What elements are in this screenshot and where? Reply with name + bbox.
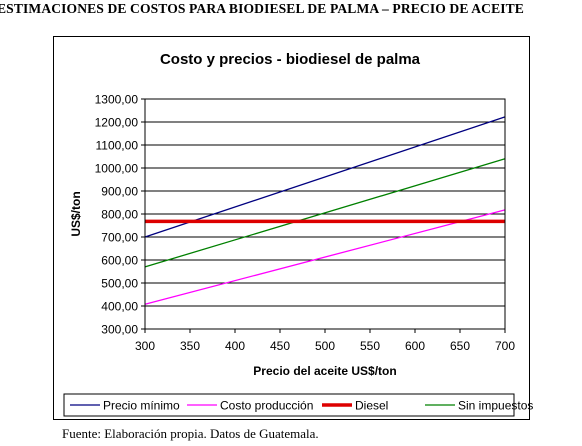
x-tick-label: 300: [135, 339, 155, 353]
y-tick-label: 1000,00: [95, 162, 139, 176]
x-axis-label: Precio del aceite US$/ton: [253, 364, 396, 378]
legend-label: Precio mínimo: [103, 399, 180, 413]
x-tick-label: 450: [270, 339, 290, 353]
y-tick-label: 1200,00: [95, 116, 139, 130]
y-tick-label: 500,00: [101, 277, 138, 291]
chart-title: Costo y precios - biodiesel de palma: [160, 51, 421, 68]
y-tick-label: 800,00: [101, 208, 138, 222]
x-tick-labels: 300 350 400 450 500 550 600 650 700: [135, 329, 515, 353]
y-axis-label: US$/ton: [69, 191, 83, 236]
legend-label: Sin impuestos: [458, 399, 533, 413]
x-tick-label: 500: [315, 339, 335, 353]
y-tick-label: 1300,00: [95, 93, 139, 107]
y-tick-label: 400,00: [101, 300, 138, 314]
x-tick-label: 600: [405, 339, 425, 353]
y-tick-labels: 300,00 400,00 500,00 600,00 700,00 800,00 900,…: [95, 93, 145, 337]
y-tick-label: 1100,00: [96, 139, 139, 153]
gridlines: [145, 121, 505, 307]
legend: Precio mínimo Costo producción Diesel Sin i…: [70, 399, 533, 413]
series-line-1: [144, 209, 506, 305]
y-tick-label: 600,00: [101, 254, 138, 268]
document-heading: ESTIMACIONES DE COSTOS PARA BIODIESEL DE…: [0, 1, 524, 16]
legend-label: Diesel: [355, 399, 388, 413]
series-lines: [144, 116, 506, 305]
legend-box: [63, 393, 515, 417]
series-line-0: [144, 116, 506, 238]
y-tick-label: 900,00: [101, 185, 138, 199]
x-tick-label: 550: [360, 339, 380, 353]
x-tick-label: 650: [450, 339, 470, 353]
y-tick-label: 300,00: [101, 323, 138, 337]
source-note: Fuente: Elaboración propia. Datos de Gua…: [62, 426, 319, 441]
legend-label: Costo producción: [220, 399, 313, 413]
x-tick-label: 400: [225, 339, 245, 353]
x-tick-label: 350: [180, 339, 200, 353]
chart-frame: [53, 36, 530, 420]
series-line-3: [144, 158, 506, 268]
y-tick-label: 700,00: [101, 231, 138, 245]
x-tick-label: 700: [495, 339, 515, 353]
